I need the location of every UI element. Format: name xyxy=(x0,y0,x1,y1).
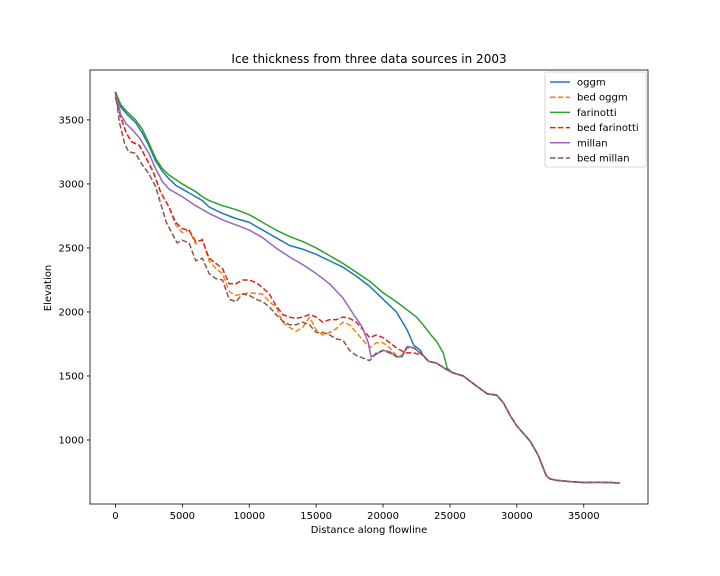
x-axis-ticks: 0 5000 10000 15000 20000 25000 30000 35000 xyxy=(112,504,600,522)
x-axis-label: Distance along flowline xyxy=(311,525,427,536)
legend: oggm bed oggm farinotti bed farinotti millan… xyxy=(544,71,647,168)
x-tick-label: 30000 xyxy=(501,511,533,522)
legend-label-farinotti: farinotti xyxy=(577,108,617,119)
x-tick-label: 15000 xyxy=(300,511,332,522)
legend-items: oggm bed oggm farinotti bed farinotti millan… xyxy=(550,78,639,165)
y-axis-label: Elevation xyxy=(43,265,54,311)
y-axis-ticks: 1000 1500 2000 2500 3000 3500 xyxy=(59,115,90,446)
series-line-bed-millan xyxy=(114,91,620,485)
x-tick-label: 20000 xyxy=(367,511,399,522)
legend-label-millan: millan xyxy=(577,138,608,149)
legend-box xyxy=(544,71,647,168)
x-tick-label: 5000 xyxy=(170,511,195,522)
x-tick-label: 10000 xyxy=(233,511,265,522)
legend-label-bed-millan: bed millan xyxy=(577,154,630,165)
y-tick-label: 2500 xyxy=(59,243,84,254)
x-tick-label: 0 xyxy=(112,511,118,522)
x-tick-label: 35000 xyxy=(568,511,600,522)
series-line-bed-farinotti xyxy=(114,96,620,485)
y-tick-label: 3000 xyxy=(59,179,84,190)
legend-label-bed-oggm: bed oggm xyxy=(577,93,628,104)
y-tick-label: 2000 xyxy=(59,307,84,318)
series-layer xyxy=(114,91,620,485)
chart-title: Ice thickness from three data sources in… xyxy=(231,52,506,66)
axes-border xyxy=(89,69,649,505)
legend-label-oggm: oggm xyxy=(577,78,606,89)
y-tick-label: 1000 xyxy=(59,435,84,446)
x-tick-label: 25000 xyxy=(434,511,466,522)
y-tick-label: 1500 xyxy=(59,371,84,382)
y-tick-label: 3500 xyxy=(59,115,84,126)
legend-label-bed-farinotti: bed farinotti xyxy=(577,123,639,134)
